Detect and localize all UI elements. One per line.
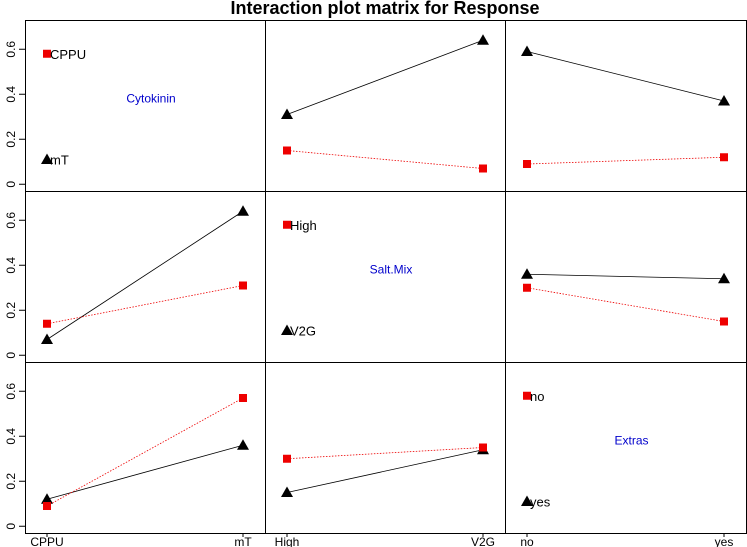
x-tick-label: CPPU <box>30 535 63 547</box>
y-tick-label: 0.2 <box>4 302 18 319</box>
data-point <box>239 394 247 402</box>
data-point <box>720 317 728 326</box>
data-point <box>43 319 51 328</box>
series-line <box>286 449 484 493</box>
chart-title: Interaction plot matrix for Response <box>230 0 539 18</box>
series-line <box>46 444 244 500</box>
series-line <box>46 210 244 340</box>
data-point <box>283 146 291 155</box>
data-point <box>281 486 293 497</box>
factor-label: Salt.Mix <box>370 263 413 277</box>
data-point <box>41 493 53 504</box>
level-label: mT <box>50 153 69 168</box>
level-marker <box>281 324 293 335</box>
level-label: V2G <box>290 324 316 339</box>
x-tick-label: yes <box>715 535 734 547</box>
series-line <box>286 39 484 115</box>
data-point <box>43 502 51 510</box>
data-point <box>281 108 293 119</box>
data-point <box>720 153 728 162</box>
level-marker <box>521 495 533 506</box>
x-tick-label: mT <box>234 535 252 547</box>
data-point <box>521 45 533 56</box>
panel-frame <box>505 191 747 363</box>
series-line <box>46 397 244 507</box>
y-tick-label: 0 <box>4 181 18 188</box>
y-tick-label: 0 <box>4 523 18 530</box>
y-tick-label: 0.4 <box>4 428 18 445</box>
panel-frame <box>265 20 506 192</box>
data-point <box>479 443 487 452</box>
series-line <box>526 156 725 165</box>
y-tick-label: 0.2 <box>4 131 18 148</box>
x-tick-label: no <box>520 535 534 547</box>
x-tick-label: High <box>275 535 300 547</box>
y-tick-label: 0 <box>4 352 18 359</box>
panel-frame <box>265 362 506 534</box>
data-point <box>479 164 487 173</box>
data-point <box>477 34 489 45</box>
series-line <box>526 51 725 102</box>
data-point <box>239 281 247 290</box>
level-marker <box>43 49 51 58</box>
panel-frame <box>25 191 266 363</box>
panel-frame <box>505 20 747 192</box>
data-point <box>283 454 291 463</box>
data-point <box>718 272 730 284</box>
data-point <box>523 160 531 168</box>
data-point <box>41 333 53 344</box>
y-tick-label: 0.4 <box>4 86 18 103</box>
series-line <box>526 273 725 280</box>
data-point <box>237 205 249 216</box>
series-line <box>526 287 725 322</box>
series-line <box>286 447 484 460</box>
x-tick-label: V2G <box>471 535 495 547</box>
level-marker <box>523 391 531 400</box>
data-point <box>718 95 730 106</box>
data-point <box>237 439 249 450</box>
level-label: High <box>290 218 317 233</box>
level-label: no <box>530 389 544 404</box>
level-marker <box>41 153 53 164</box>
panel-frame <box>25 362 266 534</box>
y-tick-label: 0.6 <box>4 383 18 400</box>
level-label: yes <box>530 495 551 510</box>
factor-label: Cytokinin <box>126 92 175 106</box>
level-marker <box>283 220 291 229</box>
data-point <box>523 283 531 292</box>
y-tick-label: 0.6 <box>4 212 18 229</box>
y-tick-label: 0.4 <box>4 257 18 274</box>
y-tick-label: 0.6 <box>4 41 18 58</box>
data-point <box>521 268 533 279</box>
y-tick-label: 0.2 <box>4 473 18 490</box>
series-line <box>286 150 484 169</box>
factor-label: Extras <box>614 434 648 448</box>
series-line <box>46 285 244 325</box>
level-label: CPPU <box>50 47 86 62</box>
